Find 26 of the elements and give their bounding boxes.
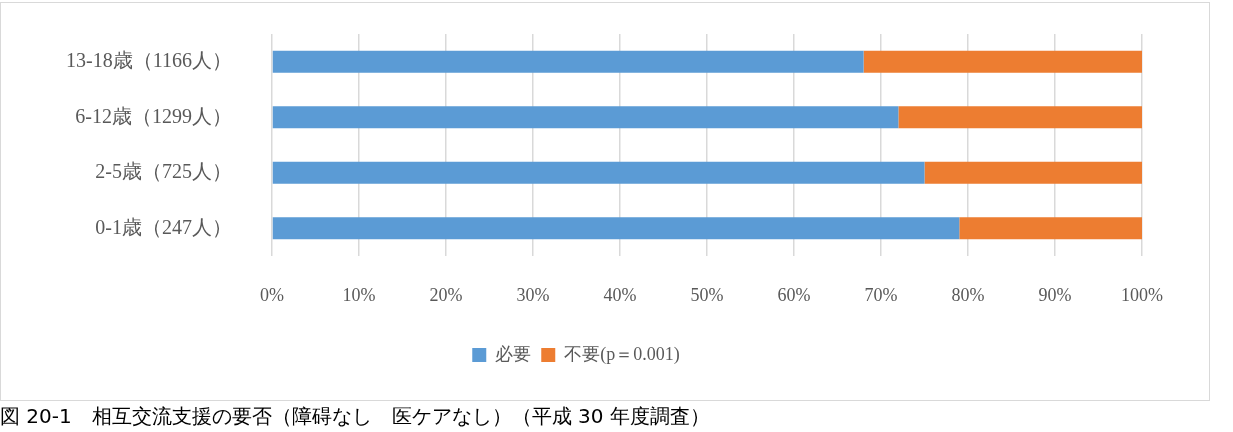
x-tick-label: 100% [1121, 284, 1163, 305]
bar [959, 217, 1142, 240]
x-tick-label: 70% [864, 284, 898, 305]
bar [898, 106, 1142, 129]
x-tick-label: 30% [516, 284, 550, 305]
caption: 図 20-1 相互交流支援の要否（障碍なし 医ケアなし）（平成 30 年度調査） [0, 404, 711, 428]
x-tick-label: 10% [342, 284, 376, 305]
x-tick-label: 40% [603, 284, 637, 305]
x-tick-label: 50% [690, 284, 724, 305]
y-tick-label: 13-18歳（1166人） [66, 49, 232, 71]
bar [863, 50, 1142, 73]
x-tick-label: 20% [429, 284, 463, 305]
y-tick-label: 6-12歳（1299人） [75, 104, 232, 127]
x-tick-label: 80% [951, 284, 985, 305]
x-tick-label: 90% [1038, 284, 1072, 305]
bar [272, 106, 899, 129]
bar [272, 50, 864, 73]
y-tick-label: 2-5歳（725人） [95, 160, 232, 182]
bar [272, 161, 925, 184]
x-tick-label: 0% [260, 284, 284, 305]
bar [924, 161, 1142, 184]
y-tick-label: 0-1歳（247人） [95, 215, 232, 238]
legend-label: 不要(p＝0.001) [564, 343, 680, 365]
bar [272, 217, 960, 240]
legend-label: 必要 [495, 343, 532, 364]
x-tick-label: 60% [777, 284, 811, 305]
